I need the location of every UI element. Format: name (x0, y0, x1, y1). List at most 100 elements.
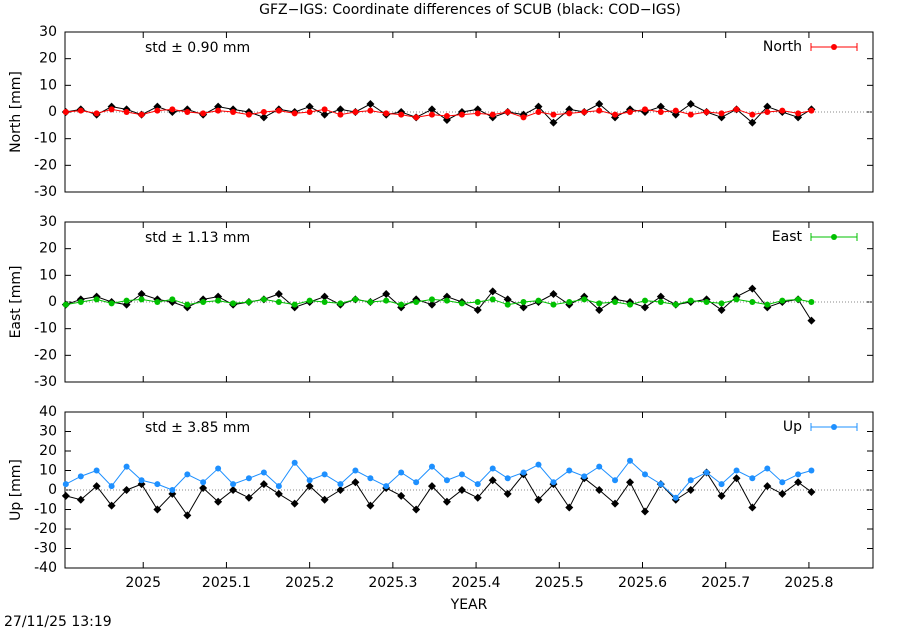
point (504, 109, 511, 115)
point (61, 491, 70, 500)
point (443, 297, 450, 304)
legend-marker (831, 44, 837, 50)
y-tick-label: 20 (39, 51, 57, 67)
timestamp: 27/11/25 13:19 (4, 614, 112, 630)
point (807, 316, 816, 325)
point (443, 113, 450, 119)
point (169, 487, 176, 493)
x-tick-label: 2025.4 (452, 575, 501, 591)
point (641, 106, 648, 113)
point (398, 469, 405, 476)
point (612, 111, 619, 118)
point (503, 489, 512, 498)
point (321, 471, 328, 478)
point (413, 299, 420, 305)
point (154, 299, 161, 305)
point (474, 110, 481, 117)
point (627, 301, 634, 308)
point (77, 107, 84, 114)
point (123, 463, 130, 470)
point (367, 107, 374, 114)
point (550, 301, 557, 308)
point (336, 105, 345, 114)
point (366, 100, 375, 108)
point (259, 480, 268, 489)
point (229, 486, 238, 494)
y-tick-label: 40 (39, 404, 57, 420)
point (383, 483, 390, 490)
point (595, 306, 604, 314)
point (535, 109, 542, 115)
point (733, 296, 740, 303)
point (398, 301, 405, 308)
point (77, 473, 84, 480)
point (123, 109, 130, 115)
point (733, 106, 740, 113)
point (458, 471, 465, 478)
point (291, 459, 298, 466)
point (275, 299, 282, 305)
point (641, 471, 648, 478)
point (306, 109, 313, 115)
point (581, 296, 588, 303)
point (290, 499, 299, 508)
point (413, 479, 420, 486)
point (442, 497, 451, 506)
point (687, 477, 694, 484)
point (717, 491, 726, 500)
point (763, 102, 772, 111)
point (733, 467, 740, 474)
point (748, 118, 757, 127)
point (397, 491, 406, 500)
point (764, 465, 771, 472)
point (795, 110, 802, 117)
point (687, 297, 694, 304)
point (795, 296, 802, 303)
point (596, 463, 603, 470)
y-tick-label: 30 (39, 424, 57, 440)
y-tick-label: 20 (39, 241, 57, 257)
point (320, 495, 329, 504)
point (488, 287, 497, 296)
point (474, 299, 481, 305)
point (215, 297, 222, 304)
point (260, 296, 267, 303)
point (259, 113, 268, 122)
point (138, 111, 145, 118)
point (657, 299, 664, 305)
point (337, 481, 344, 488)
point (92, 482, 101, 491)
point (808, 107, 815, 114)
point (656, 292, 665, 301)
point (520, 469, 527, 476)
point (550, 111, 557, 118)
point (595, 486, 604, 494)
point (641, 297, 648, 304)
point (62, 481, 69, 488)
x-axis-label: YEAR (450, 597, 488, 613)
point (764, 109, 771, 115)
point (428, 463, 435, 470)
y-tick-label: -30 (34, 541, 57, 557)
point (687, 111, 694, 118)
point (291, 110, 298, 117)
point (550, 479, 557, 486)
point (612, 299, 619, 305)
point (703, 109, 710, 115)
point (245, 299, 252, 305)
point (763, 482, 772, 491)
point (245, 111, 252, 118)
point (549, 118, 558, 127)
y-tick-label: -30 (34, 374, 57, 390)
point (428, 111, 435, 118)
point (352, 467, 359, 474)
point (443, 477, 450, 484)
point (535, 461, 542, 468)
point (275, 483, 282, 490)
point (566, 467, 573, 474)
point (274, 290, 283, 298)
point (427, 482, 436, 491)
point (184, 301, 191, 308)
